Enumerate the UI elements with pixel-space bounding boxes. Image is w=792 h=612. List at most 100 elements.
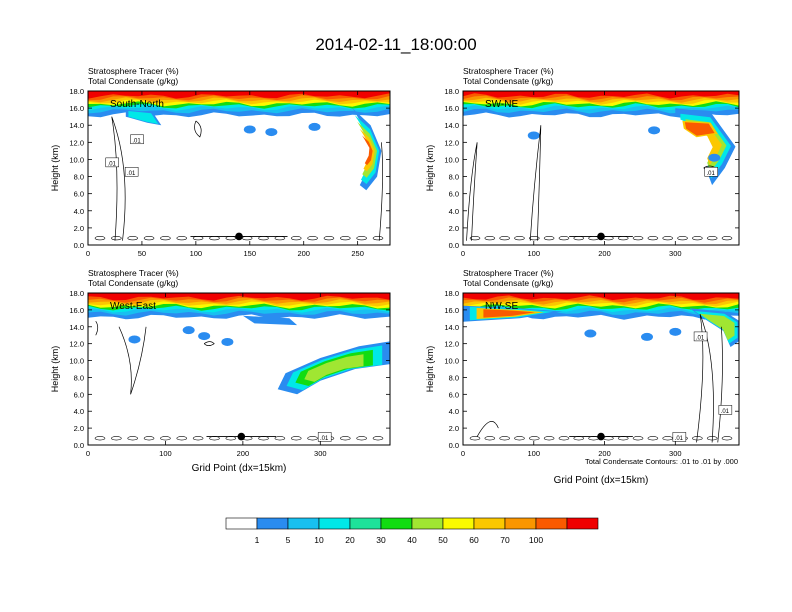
colorbar-label: 40 bbox=[407, 535, 417, 545]
condensate-contour bbox=[484, 236, 496, 241]
tracer-tongue bbox=[483, 309, 535, 318]
condensate-contour bbox=[176, 436, 188, 441]
panel-title-tracer: Stratosphere Tracer (%) bbox=[463, 66, 554, 76]
section-label: NW-SE bbox=[485, 301, 518, 312]
condensate-contour bbox=[528, 236, 540, 241]
condensate-contour bbox=[632, 236, 644, 241]
x-tick-label: 300 bbox=[314, 449, 327, 458]
x-tick-label: 200 bbox=[297, 249, 310, 258]
center-point-marker bbox=[235, 232, 243, 241]
condensate-contour bbox=[499, 236, 510, 241]
condensate-contour bbox=[339, 436, 351, 441]
contour-label: .01 bbox=[696, 335, 705, 341]
tracer-tongue bbox=[699, 313, 735, 341]
y-tick-label: 10.0 bbox=[69, 155, 84, 164]
condensate-contour bbox=[95, 321, 99, 336]
x-tick-label: 100 bbox=[528, 449, 541, 458]
condensate-contour bbox=[356, 236, 367, 241]
condensate-contour bbox=[160, 436, 171, 441]
y-tick-label: 2.0 bbox=[74, 224, 84, 233]
y-tick-label: 6.0 bbox=[74, 190, 84, 199]
colorbar-swatch bbox=[256, 517, 289, 530]
x-tick-label: 100 bbox=[528, 249, 541, 258]
condensate-contour bbox=[514, 236, 525, 241]
contour-label-box bbox=[718, 405, 733, 415]
condensate-contour bbox=[543, 236, 555, 241]
condensate-contour bbox=[111, 116, 126, 241]
condensate-contour bbox=[290, 436, 302, 441]
condensate-contour bbox=[647, 236, 659, 241]
plot-frame bbox=[87, 292, 391, 446]
x-tick-label: 150 bbox=[244, 249, 257, 258]
y-tick-label: 14.0 bbox=[444, 323, 459, 332]
tracer-patch bbox=[182, 326, 195, 335]
colorbar-swatch bbox=[318, 517, 351, 530]
y-tick-label: 0.0 bbox=[449, 241, 459, 250]
condensate-contour bbox=[94, 236, 106, 241]
condensate-contour bbox=[528, 436, 540, 441]
colorbar-swatch bbox=[349, 517, 382, 530]
condensate-contour bbox=[339, 236, 351, 241]
y-tick-label: 6.0 bbox=[74, 390, 84, 399]
contour-label: .01 bbox=[675, 436, 684, 442]
center-point-marker bbox=[597, 432, 605, 441]
x-tick-label: 300 bbox=[669, 249, 682, 258]
tracer-tongue bbox=[362, 135, 373, 166]
contour-label: .01 bbox=[132, 138, 141, 144]
condensate-contour bbox=[323, 236, 335, 241]
contour-label: .01 bbox=[320, 436, 329, 442]
x-tick-label: 0 bbox=[86, 449, 90, 458]
condensate-contour bbox=[721, 236, 733, 241]
condensate-contour bbox=[307, 436, 318, 441]
y-tick-label: 10.0 bbox=[444, 357, 459, 366]
plot-area: .01 .01 .01 bbox=[463, 293, 739, 445]
colorbar-swatch bbox=[287, 517, 320, 530]
condensate-contour bbox=[290, 236, 302, 241]
condensate-contour bbox=[484, 436, 496, 441]
condensate-contour bbox=[194, 120, 202, 138]
condensate-contour bbox=[466, 142, 478, 241]
y-tick-label: 0.0 bbox=[74, 441, 84, 450]
x-tick-label: 200 bbox=[598, 249, 611, 258]
y-tick-label: 2.0 bbox=[449, 424, 459, 433]
contour-label-box bbox=[693, 331, 708, 342]
y-axis-label: Height (km) bbox=[425, 346, 435, 393]
tracer-band bbox=[463, 91, 739, 99]
x-tick-label: 200 bbox=[237, 449, 250, 458]
colorbar-swatch bbox=[566, 517, 599, 530]
y-tick-label: 12.0 bbox=[69, 138, 84, 147]
contour-label-box bbox=[130, 134, 144, 145]
tracer-band bbox=[88, 91, 390, 99]
contour-footnote: Total Condensate Contours: .01 to .01 by… bbox=[585, 457, 738, 466]
y-axis-label: Height (km) bbox=[50, 145, 60, 192]
condensate-contour bbox=[469, 236, 481, 241]
colorbar-label: 10 bbox=[314, 535, 324, 545]
y-tick-label: 12.0 bbox=[444, 340, 459, 349]
plot-frame bbox=[87, 90, 391, 246]
center-point-marker bbox=[237, 432, 246, 441]
contour-label-box bbox=[105, 157, 119, 168]
y-tick-label: 4.0 bbox=[449, 207, 459, 216]
condensate-contour bbox=[274, 436, 286, 441]
panel-west-east: .01 West-East Stratosphere Tracer (%)Total… bbox=[50, 268, 391, 474]
y-tick-label: 16.0 bbox=[444, 306, 459, 315]
condensate-contour bbox=[372, 436, 384, 441]
tracer-patch bbox=[243, 125, 256, 134]
y-tick-label: 2.0 bbox=[74, 424, 84, 433]
contour-label-box bbox=[124, 167, 139, 177]
condensate-contour bbox=[706, 436, 718, 441]
y-tick-label: 14.0 bbox=[444, 121, 459, 130]
tracer-tongue bbox=[359, 128, 375, 172]
condensate-contour bbox=[372, 236, 384, 241]
y-tick-label: 18.0 bbox=[444, 289, 459, 298]
tracer-patch bbox=[708, 153, 721, 162]
x-axis-label: Grid Point (dx=15km) bbox=[554, 475, 649, 486]
condensate-contour bbox=[118, 326, 147, 395]
y-tick-label: 18.0 bbox=[444, 87, 459, 96]
center-point-marker bbox=[597, 232, 605, 241]
tracer-tongue bbox=[684, 122, 715, 136]
y-tick-label: 14.0 bbox=[69, 121, 84, 130]
panel-title-condensate: Total Condensate (g/kg) bbox=[88, 76, 178, 86]
